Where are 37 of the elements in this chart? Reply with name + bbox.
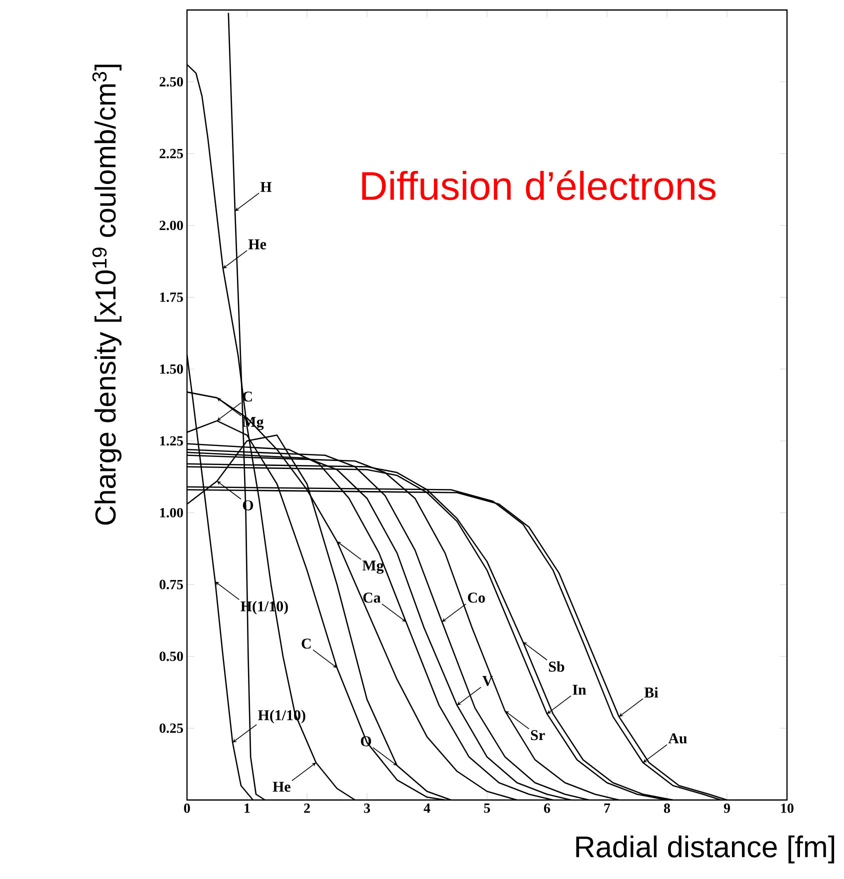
annotation: Sr bbox=[530, 730, 545, 740]
y-tick-label: 1.25 bbox=[160, 436, 183, 446]
annotation: V bbox=[482, 676, 493, 686]
y-tick-label: 2.00 bbox=[160, 220, 183, 230]
annotation: He bbox=[248, 239, 266, 250]
x-tick-label: 10 bbox=[781, 804, 794, 813]
x-tick-label: 6 bbox=[544, 804, 550, 813]
x-tick-label: 5 bbox=[484, 804, 490, 813]
text: Diffusion d’électrons bbox=[362, 170, 716, 200]
y-tick-label: 1.00 bbox=[160, 508, 183, 518]
y-tick-label: 1.75 bbox=[160, 292, 183, 302]
x-tick-label: 3 bbox=[364, 804, 370, 813]
x-tick-label: 1 bbox=[244, 804, 250, 813]
y-tick-label: 2.50 bbox=[160, 77, 183, 87]
y-axis-title: Charge density [x10$^{19}$ coulomb/cm$^{3}$] bbox=[92, 64, 122, 525]
x-tick-label: 9 bbox=[724, 804, 730, 813]
annotation: C bbox=[302, 638, 311, 649]
annotation: He bbox=[272, 782, 290, 792]
x-axis-title: Radial distance [fm] bbox=[576, 836, 834, 864]
annotation: Ca bbox=[363, 592, 381, 603]
annotation: H bbox=[260, 182, 272, 192]
x-tick-label: 4 bbox=[424, 804, 430, 813]
x-tick-label: 2 bbox=[304, 804, 310, 813]
annotation: Bi bbox=[644, 687, 658, 698]
annotation: Mg bbox=[362, 560, 384, 574]
annotation: In bbox=[572, 684, 586, 695]
x-tick-label: 7 bbox=[604, 804, 610, 813]
annotation: Au bbox=[668, 733, 687, 744]
x-tick-label: 8 bbox=[664, 804, 670, 813]
annotation: Sb bbox=[549, 661, 564, 672]
y-tick-label: 2.25 bbox=[160, 148, 183, 158]
y-tick-label: 0.75 bbox=[160, 580, 183, 590]
y-tick-label: 1.50 bbox=[160, 364, 183, 374]
y-tick-label: 0.50 bbox=[160, 652, 183, 662]
y-tick-label: 0.25 bbox=[160, 723, 183, 733]
x-tick-label: 0 bbox=[184, 804, 190, 813]
annotation: Co bbox=[468, 592, 485, 603]
